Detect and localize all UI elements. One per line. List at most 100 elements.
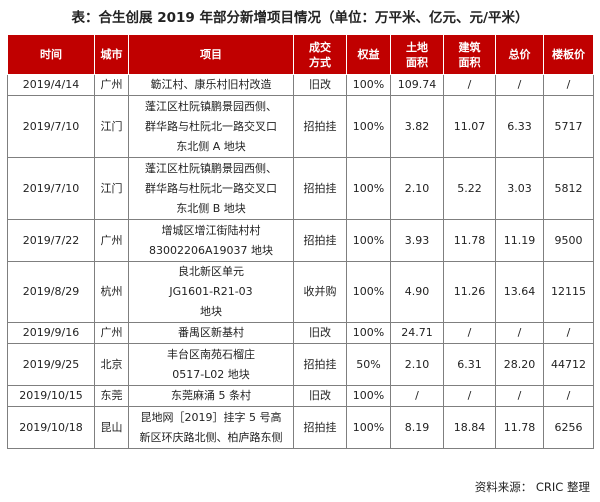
header-city: 城市 xyxy=(94,34,129,75)
cell-land-area: / xyxy=(390,385,444,407)
header-total-price: 总价 xyxy=(495,34,544,75)
cell-project: 良北新区单元 JG1601-R21-03 地块 xyxy=(128,261,294,323)
table-title: 表：合生创展 2019 年部分新增项目情况（单位：万平米、亿元、元/平米） xyxy=(71,10,529,26)
cell-city: 北京 xyxy=(94,343,129,386)
cell-method: 旧改 xyxy=(293,385,347,407)
cell-equity: 100% xyxy=(346,95,391,158)
table-row: 2019/10/18 昆山 昆地网［2019］挂字 5 号高新区环庆路北侧、柏庐路东… xyxy=(7,406,594,449)
cell-build-area: / xyxy=(443,322,496,344)
cell-floor-price: 6256 xyxy=(543,406,594,449)
cell-project: 昆地网［2019］挂字 5 号高新区环庆路北侧、柏庐路东侧 xyxy=(128,406,294,449)
cell-project: 丰台区南苑石榴庄 0517-L02 地块 xyxy=(128,343,294,386)
cell-date: 2019/7/22 xyxy=(7,219,95,262)
table-row: 2019/8/29 杭州 良北新区单元 JG1601-R21-03 地块 收并购 100… xyxy=(7,261,594,323)
header-floor-price: 楼板价 xyxy=(543,34,594,75)
cell-total-price: / xyxy=(495,322,544,344)
table-row: 2019/9/16 广州 番禺区新基村 旧改 100% 24.71// / xyxy=(7,322,594,344)
cell-land-area: 8.19 xyxy=(390,406,444,449)
cell-floor-price: / xyxy=(543,74,594,96)
cell-city: 广州 xyxy=(94,74,129,96)
cell-date: 2019/8/29 xyxy=(7,261,95,323)
table-row: 2019/10/15 东莞 东莞麻涌 5 条村 旧改 100% / / / / xyxy=(7,385,594,407)
cell-total-price: 6.33 xyxy=(495,95,544,158)
cell-floor-price: 44712 xyxy=(543,343,594,386)
cell-project: 蓬江区杜阮镇鹏景园西侧、群华路与杜阮北一路交叉口东北侧 A 地块 xyxy=(128,95,294,158)
cell-equity: 50% xyxy=(346,343,391,386)
table-row: 2019/4/14 广州 簕江村、康乐村旧村改造 旧改 100% 109.74// / xyxy=(7,74,594,96)
cell-build-area: 6.31 xyxy=(443,343,496,386)
cell-method: 收并购 xyxy=(293,261,347,323)
cell-project: 增城区增江街陆村村 83002206A19037 地块 xyxy=(128,219,294,262)
table-row: 2019/7/10 江门 蓬江区杜阮镇鹏景园西侧、群华路与杜阮北一路交叉口东北侧 A… xyxy=(7,95,594,158)
source-note: 资料来源： CRIC 整理 xyxy=(474,480,590,494)
header-method: 成交方式 xyxy=(293,34,347,75)
cell-total-price: 28.20 xyxy=(495,343,544,386)
cell-equity: 100% xyxy=(346,385,391,407)
cell-build-area: 11.26 xyxy=(443,261,496,323)
cell-land-area: 2.10 xyxy=(390,157,444,220)
cell-floor-price: 5812 xyxy=(543,157,594,220)
cell-date: 2019/7/10 xyxy=(7,95,95,158)
cell-city: 广州 xyxy=(94,219,129,262)
cell-equity: 100% xyxy=(346,74,391,96)
cell-project: 番禺区新基村 xyxy=(128,322,294,344)
cell-city: 昆山 xyxy=(94,406,129,449)
cell-date: 2019/10/18 xyxy=(7,406,95,449)
cell-city: 江门 xyxy=(94,157,129,220)
cell-land-area: 3.82 xyxy=(390,95,444,158)
cell-project: 蓬江区杜阮镇鹏景园西侧、群华路与杜阮北一路交叉口东北侧 B 地块 xyxy=(128,157,294,220)
cell-total-price: 11.78 xyxy=(495,406,544,449)
cell-build-area: 11.07 xyxy=(443,95,496,158)
cell-floor-price: / xyxy=(543,385,594,407)
cell-land-area: 4.90 xyxy=(390,261,444,323)
cell-city: 杭州 xyxy=(94,261,129,323)
header-date: 时间 xyxy=(7,34,95,75)
table-header-row: 时间 城市 项目 成交方式 权益 土地面积 建筑面积 总价 楼板价 xyxy=(7,34,594,75)
cell-total-price: / xyxy=(495,385,544,407)
cell-equity: 100% xyxy=(346,219,391,262)
header-equity: 权益 xyxy=(346,34,391,75)
cell-project: 簕江村、康乐村旧村改造 xyxy=(128,74,294,96)
table-row: 2019/9/25 北京 丰台区南苑石榴庄 0517-L02 地块 招拍挂 50% 2.1… xyxy=(7,343,594,386)
cell-build-area: 11.78 xyxy=(443,219,496,262)
table-row: 2019/7/10 江门 蓬江区杜阮镇鹏景园西侧、群华路与杜阮北一路交叉口东北侧 B… xyxy=(7,157,594,220)
header-build-area: 建筑面积 xyxy=(443,34,496,75)
cell-city: 东莞 xyxy=(94,385,129,407)
header-project: 项目 xyxy=(128,34,294,75)
cell-method: 招拍挂 xyxy=(293,219,347,262)
cell-equity: 100% xyxy=(346,322,391,344)
cell-build-area: / xyxy=(443,74,496,96)
cell-floor-price: 5717 xyxy=(543,95,594,158)
cell-method: 招拍挂 xyxy=(293,343,347,386)
projects-table: 时间 城市 项目 成交方式 权益 土地面积 建筑面积 总价 楼板价 2019/4… xyxy=(7,34,594,449)
cell-total-price: 13.64 xyxy=(495,261,544,323)
cell-date: 2019/10/15 xyxy=(7,385,95,407)
cell-date: 2019/7/10 xyxy=(7,157,95,220)
cell-total-price: 3.03 xyxy=(495,157,544,220)
cell-method: 招拍挂 xyxy=(293,95,347,158)
cell-floor-price: 9500 xyxy=(543,219,594,262)
cell-land-area: 109.74 xyxy=(390,74,444,96)
cell-total-price: 11.19 xyxy=(495,219,544,262)
cell-method: 招拍挂 xyxy=(293,157,347,220)
cell-method: 旧改 xyxy=(293,322,347,344)
cell-equity: 100% xyxy=(346,261,391,323)
table-row: 2019/7/22 广州 增城区增江街陆村村 83002206A19037 地块 招拍… xyxy=(7,219,594,262)
cell-date: 2019/9/16 xyxy=(7,322,95,344)
header-land-area: 土地面积 xyxy=(390,34,444,75)
cell-land-area: 3.93 xyxy=(390,219,444,262)
cell-project: 东莞麻涌 5 条村 xyxy=(128,385,294,407)
cell-method: 旧改 xyxy=(293,74,347,96)
cell-total-price: / xyxy=(495,74,544,96)
cell-method: 招拍挂 xyxy=(293,406,347,449)
cell-build-area: 5.22 xyxy=(443,157,496,220)
cell-land-area: 2.10 xyxy=(390,343,444,386)
cell-date: 2019/9/25 xyxy=(7,343,95,386)
cell-build-area: / xyxy=(443,385,496,407)
cell-equity: 100% xyxy=(346,406,391,449)
cell-build-area: 18.84 xyxy=(443,406,496,449)
cell-city: 广州 xyxy=(94,322,129,344)
cell-floor-price: / xyxy=(543,322,594,344)
cell-floor-price: 12115 xyxy=(543,261,594,323)
cell-city: 江门 xyxy=(94,95,129,158)
